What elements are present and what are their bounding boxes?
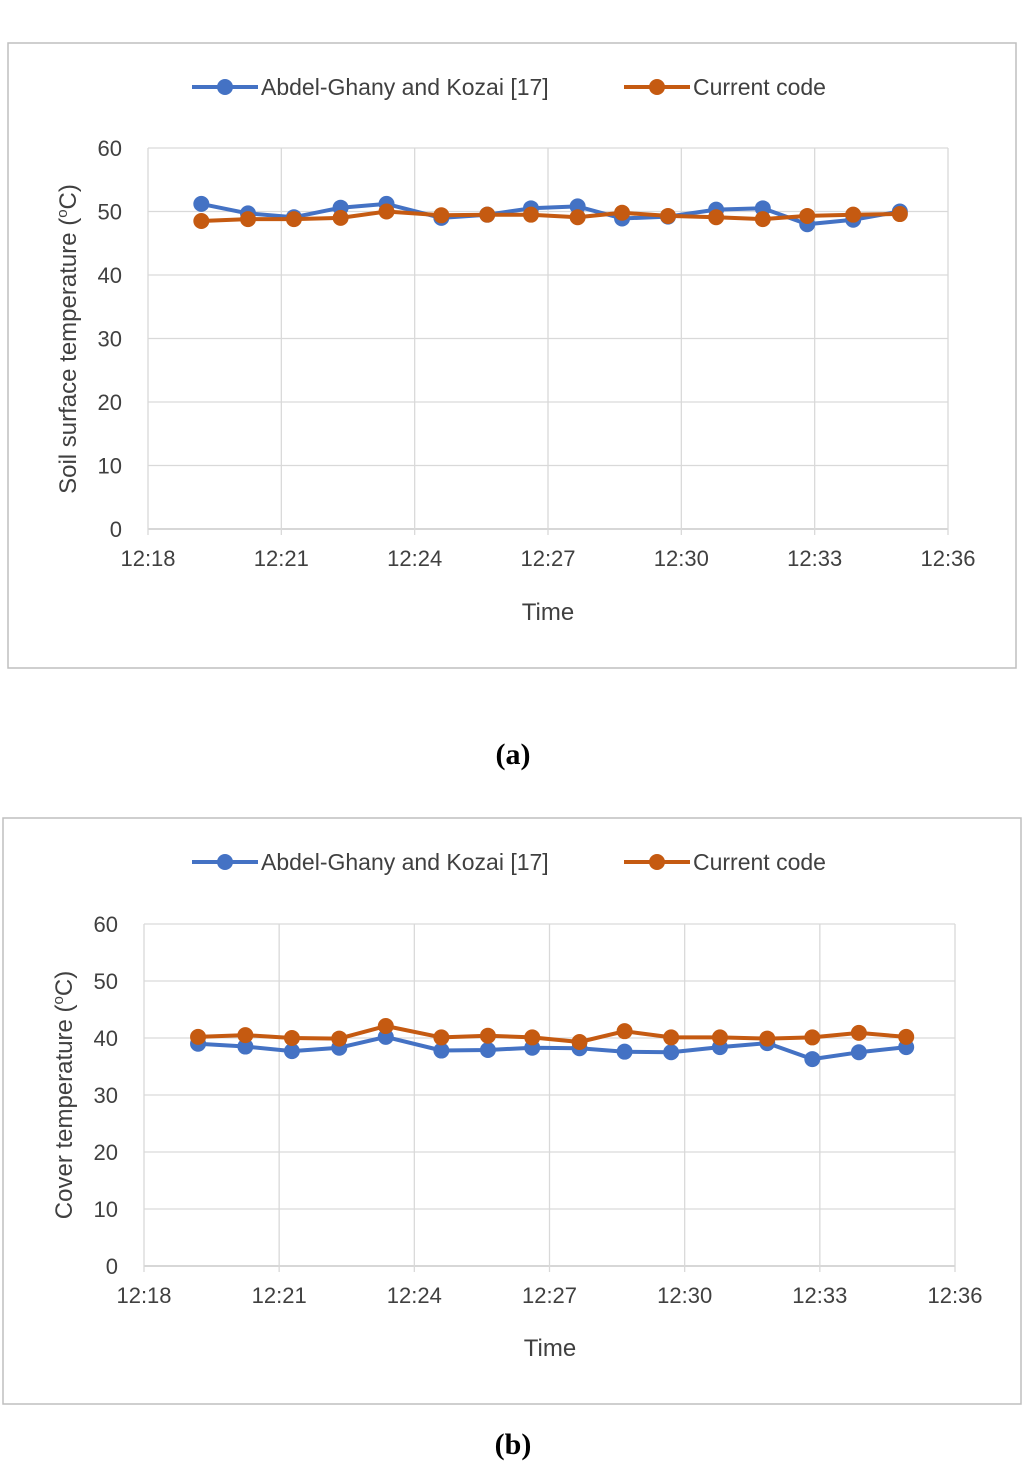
x-tick-label: 12:30 [657, 1283, 712, 1308]
data-point [283, 1030, 300, 1046]
data-point [237, 1038, 254, 1055]
y-tick-label: 60 [98, 136, 122, 161]
data-point [240, 211, 256, 228]
y-tick-label: 20 [98, 390, 122, 415]
data-point [524, 1029, 541, 1046]
data-point [799, 207, 816, 224]
data-point [433, 207, 450, 224]
chart-frame [7, 42, 1017, 669]
series-line-0 [197, 1034, 907, 1062]
chart-b: 0 10 20 30 40 50 60 12:18 12:21 12:24 12:27 12:30 1… [2, 817, 1022, 1405]
x-tick-label: 12:27 [520, 546, 575, 571]
y-tick-label: 40 [98, 263, 122, 288]
data-point [898, 1028, 915, 1045]
y-tick-label: 50 [98, 200, 122, 225]
data-point [616, 1043, 633, 1060]
data-point [891, 206, 908, 223]
data-point [614, 204, 631, 221]
data-point [433, 1042, 450, 1059]
chart-a: 0 10 20 30 40 50 60 12:18 12:21 12:24 12:27 12:30 1… [7, 42, 1017, 669]
legend-label: Abdel-Ghany and Kozai [17] [261, 74, 549, 100]
data-point [479, 1027, 496, 1044]
x-tick-label: 12:24 [387, 546, 442, 571]
x-axis-label: Time [522, 599, 574, 626]
data-point [804, 1051, 821, 1068]
data-point [759, 1030, 776, 1047]
legend-marker [649, 854, 665, 870]
x-tick-label: 12:33 [792, 1283, 847, 1308]
x-tick-label: 12:24 [387, 1283, 442, 1308]
data-point [190, 1028, 207, 1045]
y-tick-label: 0 [106, 1254, 118, 1279]
data-point [616, 1023, 633, 1040]
data-point [845, 206, 862, 223]
caption-b: (b) [494, 1428, 532, 1461]
data-point [754, 211, 771, 228]
data-point [569, 209, 586, 226]
data-point [332, 209, 349, 226]
data-point [663, 1044, 680, 1061]
y-tick-label: 60 [94, 912, 118, 937]
legend-label: Abdel-Ghany and Kozai [17] [261, 849, 549, 875]
data-point [433, 1029, 450, 1046]
legend-marker [649, 79, 665, 95]
chart-frame [2, 817, 1022, 1405]
legend-marker [217, 854, 233, 870]
data-point [850, 1044, 867, 1061]
x-tick-label: 12:18 [116, 1283, 171, 1308]
data-point [708, 209, 725, 226]
y-axis-label: Soil surface temperature (oC) [54, 184, 82, 494]
y-tick-label: 30 [98, 327, 122, 352]
data-point [663, 1029, 680, 1046]
y-axis-label: Cover temperature (oC) [50, 971, 78, 1219]
data-point [850, 1024, 867, 1041]
series-line-1 [201, 209, 900, 223]
data-point [193, 195, 210, 212]
data-point [711, 1029, 728, 1046]
data-point [479, 1041, 496, 1058]
data-point [237, 1027, 254, 1044]
legend-label: Current code [693, 849, 826, 875]
caption-a: (a) [495, 738, 531, 771]
series-line-1 [198, 1024, 907, 1044]
data-point [377, 1018, 394, 1035]
y-tick-label: 50 [94, 969, 118, 994]
y-tick-label: 20 [94, 1140, 118, 1165]
x-axis-label: Time [524, 1335, 576, 1362]
x-tick-label: 12:21 [254, 546, 309, 571]
data-point [283, 1043, 300, 1060]
x-tick-label: 12:21 [252, 1283, 307, 1308]
data-point [193, 213, 210, 230]
y-tick-label: 10 [94, 1197, 118, 1222]
data-point [378, 203, 395, 220]
x-tick-label: 12:36 [920, 546, 975, 571]
data-point [660, 207, 676, 224]
y-tick-label: 30 [94, 1083, 118, 1108]
data-point [522, 206, 539, 223]
y-tick-label: 0 [110, 517, 122, 542]
x-tick-label: 12:36 [927, 1283, 982, 1308]
y-tick-label: 40 [94, 1026, 118, 1051]
legend-label: Current code [693, 74, 826, 100]
x-tick-label: 12:33 [787, 546, 842, 571]
x-tick-label: 12:30 [654, 546, 709, 571]
x-tick-label: 12:18 [120, 546, 175, 571]
x-tick-label: 12:27 [522, 1283, 577, 1308]
legend-marker [217, 79, 233, 95]
data-point [479, 206, 496, 223]
data-point [804, 1029, 821, 1046]
data-point [571, 1033, 588, 1050]
data-point [331, 1030, 348, 1047]
y-tick-label: 10 [98, 454, 122, 479]
data-point [285, 211, 302, 228]
